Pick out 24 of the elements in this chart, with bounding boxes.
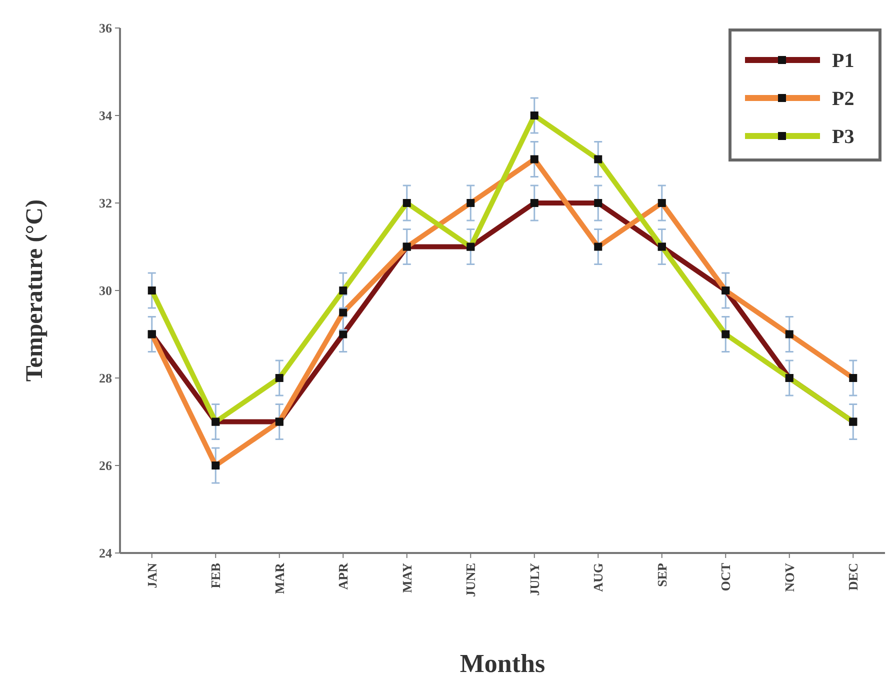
x-tick-label: NOV [782, 562, 797, 592]
y-tick-label: 32 [99, 196, 112, 211]
x-tick-label: MAR [272, 562, 287, 594]
y-tick-label: 24 [99, 546, 112, 561]
x-tick-label: SEP [654, 562, 670, 587]
legend-label: P2 [832, 88, 854, 110]
x-tick-label: MAY [399, 562, 414, 593]
x-tick-label: JULY [526, 562, 542, 596]
y-tick-label: 28 [99, 370, 112, 386]
legend-label: P1 [832, 50, 854, 72]
y-axis-title: Temperature (°C) [22, 199, 48, 382]
x-tick-label: JUNE [463, 563, 478, 597]
x-axis-title: Months [460, 649, 546, 678]
y-tick-label: 26 [99, 458, 112, 474]
x-tick-label: AUG [590, 563, 606, 592]
y-tick-label: 34 [99, 108, 112, 124]
x-tick-label: OCT [718, 562, 734, 592]
y-tick-label: 30 [99, 283, 112, 298]
y-tick-label: 36 [99, 20, 112, 36]
legend-label: P3 [832, 126, 854, 148]
x-tick-label: DEC [846, 563, 861, 590]
x-tick-label: APR [336, 562, 351, 590]
x-tick-label: JAN [144, 562, 160, 588]
x-tick-label: FEB [208, 562, 224, 588]
